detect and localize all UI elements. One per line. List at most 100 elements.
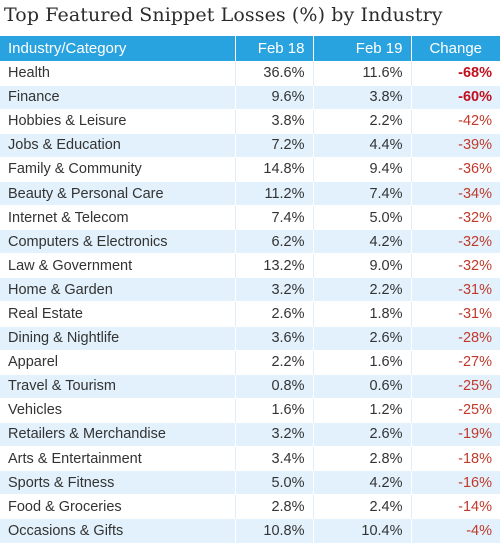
table-row: Law & Government 13.2% 9.0% -32% bbox=[0, 253, 500, 278]
cell-industry: Internet & Telecom bbox=[0, 205, 236, 230]
cell-feb19: 4.2% bbox=[313, 470, 412, 495]
cell-feb19: 1.8% bbox=[313, 301, 412, 327]
table-row: Beauty & Personal Care 11.2% 7.4% -34% bbox=[0, 180, 500, 206]
cell-change: -19% bbox=[411, 421, 500, 447]
table-row: Apparel 2.2% 1.6% -27% bbox=[0, 349, 500, 375]
cell-feb19: 9.0% bbox=[313, 253, 412, 278]
table-row: Jobs & Education 7.2% 4.4% -39% bbox=[0, 132, 500, 158]
cell-feb18: 11.2% bbox=[235, 180, 314, 206]
cell-feb19: 11.6% bbox=[313, 60, 412, 86]
cell-feb18: 2.2% bbox=[235, 349, 314, 375]
cell-feb19: 7.4% bbox=[313, 180, 412, 206]
cell-feb19: 0.6% bbox=[313, 373, 412, 399]
cell-feb18: 36.6% bbox=[235, 60, 314, 86]
cell-industry: Food & Groceries bbox=[0, 494, 236, 519]
cell-industry: Retailers & Merchandise bbox=[0, 421, 236, 447]
cell-industry: Dining & Nightlife bbox=[0, 325, 236, 351]
cell-feb19: 4.2% bbox=[313, 229, 412, 254]
cell-feb19: 2.4% bbox=[313, 494, 412, 519]
cell-industry: Beauty & Personal Care bbox=[0, 180, 236, 206]
cell-feb19: 1.6% bbox=[313, 349, 412, 375]
cell-feb18: 3.4% bbox=[235, 445, 314, 471]
cell-change: -18% bbox=[411, 445, 500, 471]
cell-feb19: 3.8% bbox=[313, 84, 412, 110]
cell-feb19: 2.2% bbox=[313, 108, 412, 134]
cell-industry: Arts & Entertainment bbox=[0, 445, 236, 471]
cell-change: -16% bbox=[411, 470, 500, 495]
cell-feb18: 1.6% bbox=[235, 397, 314, 423]
cell-feb19: 2.6% bbox=[313, 421, 412, 447]
cell-industry: Sports & Fitness bbox=[0, 470, 236, 495]
chart-title: Top Featured Snippet Losses (%) by Indus… bbox=[4, 4, 443, 26]
table-row: Sports & Fitness 5.0% 4.2% -16% bbox=[0, 470, 500, 495]
cell-change: -32% bbox=[411, 205, 500, 230]
cell-feb18: 9.6% bbox=[235, 84, 314, 110]
cell-feb19: 1.2% bbox=[313, 397, 412, 423]
cell-feb18: 3.2% bbox=[235, 277, 314, 302]
table-row: Dining & Nightlife 3.6% 2.6% -28% bbox=[0, 325, 500, 351]
table-row: Occasions & Gifts 10.8% 10.4% -4% bbox=[0, 518, 500, 543]
cell-feb19: 2.6% bbox=[313, 325, 412, 351]
table-body: Health 36.6% 11.6% -68% Finance 9.6% 3.8% -60% H… bbox=[0, 60, 500, 543]
cell-change: -31% bbox=[411, 277, 500, 302]
cell-feb18: 7.2% bbox=[235, 132, 314, 158]
cell-industry: Travel & Tourism bbox=[0, 373, 236, 399]
cell-industry: Occasions & Gifts bbox=[0, 518, 236, 543]
cell-change: -31% bbox=[411, 301, 500, 327]
column-header-feb18: Feb 18 bbox=[235, 36, 314, 61]
cell-feb18: 5.0% bbox=[235, 470, 314, 495]
cell-feb19: 9.4% bbox=[313, 156, 412, 182]
cell-industry: Finance bbox=[0, 84, 236, 110]
cell-change: -60% bbox=[411, 84, 500, 110]
cell-feb19: 4.4% bbox=[313, 132, 412, 158]
cell-change: -25% bbox=[411, 397, 500, 423]
table-row: Travel & Tourism 0.8% 0.6% -25% bbox=[0, 373, 500, 399]
cell-feb18: 0.8% bbox=[235, 373, 314, 399]
cell-feb19: 2.2% bbox=[313, 277, 412, 302]
cell-change: -36% bbox=[411, 156, 500, 182]
cell-industry: Apparel bbox=[0, 349, 236, 375]
table-row: Hobbies & Leisure 3.8% 2.2% -42% bbox=[0, 108, 500, 134]
cell-industry: Computers & Electronics bbox=[0, 229, 236, 254]
cell-change: -27% bbox=[411, 349, 500, 375]
cell-change: -34% bbox=[411, 180, 500, 206]
table-row: Family & Community 14.8% 9.4% -36% bbox=[0, 156, 500, 182]
table-row: Real Estate 2.6% 1.8% -31% bbox=[0, 301, 500, 327]
cell-industry: Family & Community bbox=[0, 156, 236, 182]
cell-industry: Jobs & Education bbox=[0, 132, 236, 158]
cell-change: -32% bbox=[411, 253, 500, 278]
column-header-feb19: Feb 19 bbox=[313, 36, 412, 61]
cell-feb18: 10.8% bbox=[235, 518, 314, 543]
cell-feb18: 2.8% bbox=[235, 494, 314, 519]
header-row: Industry/Category Feb 18 Feb 19 Change bbox=[0, 36, 500, 61]
column-header-change: Change bbox=[411, 36, 500, 61]
table-row: Computers & Electronics 6.2% 4.2% -32% bbox=[0, 229, 500, 254]
cell-feb19: 5.0% bbox=[313, 205, 412, 230]
cell-feb18: 3.8% bbox=[235, 108, 314, 134]
cell-change: -28% bbox=[411, 325, 500, 351]
cell-feb18: 2.6% bbox=[235, 301, 314, 327]
cell-change: -25% bbox=[411, 373, 500, 399]
cell-industry: Home & Garden bbox=[0, 277, 236, 302]
cell-change: -14% bbox=[411, 494, 500, 519]
cell-feb18: 3.2% bbox=[235, 421, 314, 447]
cell-change: -32% bbox=[411, 229, 500, 254]
cell-feb18: 6.2% bbox=[235, 229, 314, 254]
cell-industry: Law & Government bbox=[0, 253, 236, 278]
table-row: Internet & Telecom 7.4% 5.0% -32% bbox=[0, 205, 500, 230]
cell-change: -68% bbox=[411, 60, 500, 86]
table-row: Health 36.6% 11.6% -68% bbox=[0, 60, 500, 86]
cell-feb18: 7.4% bbox=[235, 205, 314, 230]
table-row: Arts & Entertainment 3.4% 2.8% -18% bbox=[0, 445, 500, 471]
table-row: Finance 9.6% 3.8% -60% bbox=[0, 84, 500, 110]
cell-industry: Health bbox=[0, 60, 236, 86]
cell-change: -42% bbox=[411, 108, 500, 134]
table-header: Industry/Category Feb 18 Feb 19 Change bbox=[0, 36, 500, 61]
cell-change: -4% bbox=[411, 518, 500, 543]
column-header-industry: Industry/Category bbox=[0, 36, 236, 61]
cell-feb19: 10.4% bbox=[313, 518, 412, 543]
cell-feb18: 13.2% bbox=[235, 253, 314, 278]
data-table: Industry/Category Feb 18 Feb 19 Change H… bbox=[0, 36, 500, 543]
cell-industry: Hobbies & Leisure bbox=[0, 108, 236, 134]
